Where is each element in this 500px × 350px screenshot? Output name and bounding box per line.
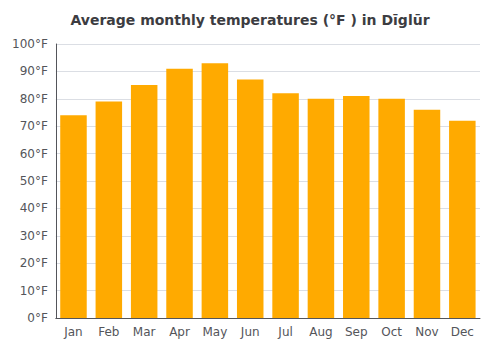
svg-text:40°F: 40°F bbox=[20, 201, 48, 215]
svg-text:Apr: Apr bbox=[169, 325, 190, 339]
svg-text:Mar: Mar bbox=[133, 325, 156, 339]
svg-text:20°F: 20°F bbox=[20, 256, 48, 270]
svg-text:Jul: Jul bbox=[277, 325, 292, 339]
svg-text:Sep: Sep bbox=[345, 325, 368, 339]
svg-text:Nov: Nov bbox=[415, 325, 438, 339]
svg-text:100°F: 100°F bbox=[12, 37, 48, 51]
svg-text:Feb: Feb bbox=[98, 325, 119, 339]
svg-text:Jan: Jan bbox=[63, 325, 83, 339]
svg-text:30°F: 30°F bbox=[20, 229, 48, 243]
svg-text:90°F: 90°F bbox=[20, 64, 48, 78]
svg-text:Dec: Dec bbox=[451, 325, 474, 339]
svg-text:Jun: Jun bbox=[240, 325, 260, 339]
svg-text:Average monthly temperatures (: Average monthly temperatures (°F ) in Dī… bbox=[70, 12, 429, 28]
svg-text:60°F: 60°F bbox=[20, 147, 48, 161]
svg-text:50°F: 50°F bbox=[20, 174, 48, 188]
svg-text:70°F: 70°F bbox=[20, 119, 48, 133]
svg-text:Aug: Aug bbox=[309, 325, 332, 339]
svg-text:0°F: 0°F bbox=[27, 311, 48, 325]
svg-text:10°F: 10°F bbox=[20, 284, 48, 298]
svg-text:May: May bbox=[202, 325, 227, 339]
svg-text:80°F: 80°F bbox=[20, 92, 48, 106]
svg-text:Oct: Oct bbox=[381, 325, 402, 339]
